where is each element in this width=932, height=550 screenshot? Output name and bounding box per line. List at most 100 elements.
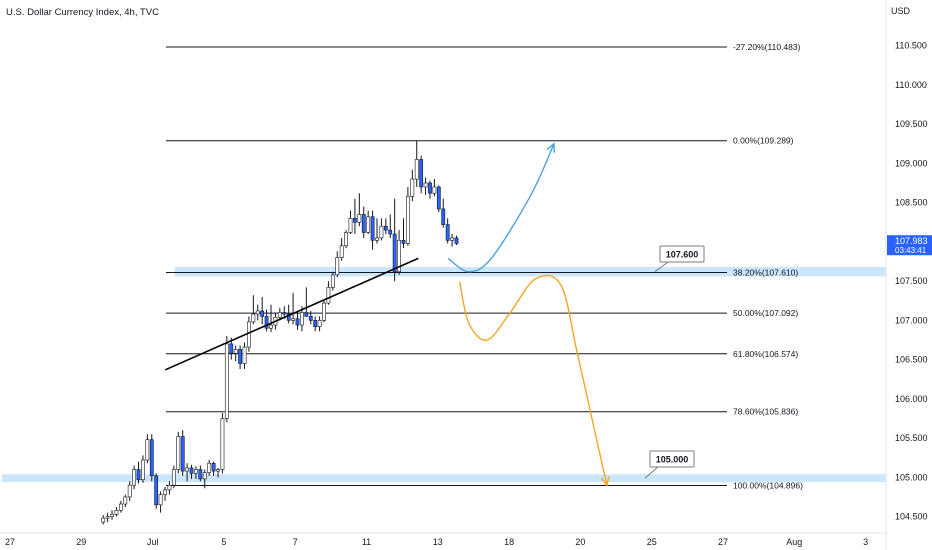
time-tick-label: 11 <box>362 537 371 547</box>
candle-up <box>397 240 401 273</box>
candle-down <box>286 313 291 321</box>
candle-up <box>247 321 251 348</box>
candle-up <box>110 513 114 517</box>
candle-up <box>105 516 110 519</box>
candle-up <box>277 312 282 318</box>
candle-up <box>317 320 322 327</box>
candle-up <box>375 237 379 241</box>
candle-up <box>101 517 106 523</box>
candle-up <box>251 313 256 323</box>
candle-up <box>194 469 198 474</box>
candle-up <box>410 178 415 197</box>
candle-down <box>149 439 154 477</box>
candle-down <box>454 237 459 244</box>
time-tick-label: Jul <box>147 537 159 547</box>
fib-level-label: 100.00%(104.896) <box>733 481 803 491</box>
zone-labels: 107.600 105.000 <box>644 245 705 479</box>
candle-up <box>167 484 172 491</box>
fib-level-label: 61.80%(106.574) <box>733 349 798 359</box>
candle-up <box>366 216 371 233</box>
time-tick-label: 5 <box>221 537 226 547</box>
candle-down <box>211 462 216 472</box>
fibonacci-levels: -27.20%(110.483) 0.00%(109.289) 38.20%(107… <box>166 42 803 491</box>
candle-down <box>392 233 397 273</box>
candle-up <box>255 310 260 315</box>
zone-label-pointer <box>654 261 669 273</box>
candle-up <box>300 312 304 326</box>
candle-up <box>114 510 119 515</box>
fib-level-label: -27.20%(110.483) <box>733 42 801 52</box>
price-tick-label: 106.500 <box>895 355 928 365</box>
candle-down <box>260 310 265 317</box>
candle-up <box>339 245 344 258</box>
price-axis-label: USD <box>891 6 911 16</box>
candle-up <box>432 186 437 194</box>
chart-title: U.S. Dollar Currency Index, 4h, TVC <box>6 7 159 18</box>
candle-up <box>132 469 137 486</box>
price-tick-label: 104.500 <box>895 512 928 522</box>
time-tick-label: 29 <box>76 537 86 547</box>
candle-down <box>308 316 313 321</box>
candle-up <box>335 257 340 276</box>
candle-up <box>423 182 428 188</box>
candle-down <box>401 240 406 244</box>
candle-up <box>224 343 229 419</box>
candle-up <box>406 196 410 244</box>
candle-up <box>242 346 247 364</box>
candle-up <box>127 484 132 498</box>
candle-up <box>163 489 167 495</box>
candle-down <box>353 218 357 223</box>
candle-up <box>185 467 190 472</box>
time-tick-label: 18 <box>504 537 514 547</box>
candle-up <box>216 469 220 472</box>
fib-level-label: 50.00%(107.092) <box>733 308 798 318</box>
zone-label-pointer <box>644 466 659 479</box>
price-tick-label: 109.500 <box>895 119 928 129</box>
zone-label-box <box>659 245 705 263</box>
candle-down <box>282 312 287 315</box>
price-tick-label: 109.000 <box>895 158 928 168</box>
candle-up <box>171 469 176 486</box>
last-price-value: 107.983 <box>895 236 928 246</box>
drawings <box>164 142 610 487</box>
candle-down <box>136 469 141 480</box>
candle-down <box>441 208 446 225</box>
time-tick-label: 3 <box>863 537 868 547</box>
candle-down <box>229 343 234 354</box>
time-tick-label: 27 <box>718 537 728 547</box>
candle-down <box>370 216 375 241</box>
candle-down <box>383 225 388 231</box>
support-zones <box>2 267 886 483</box>
candle-up <box>379 225 384 239</box>
candle-down <box>189 467 194 474</box>
time-tick-label: Aug <box>786 537 802 547</box>
candle-down <box>419 159 424 188</box>
price-tick-label: 110.500 <box>895 41 927 51</box>
scenario-arrowhead-bullish <box>546 142 555 153</box>
support-zone <box>174 267 886 277</box>
candle-up <box>123 496 128 505</box>
candle-up <box>233 349 238 354</box>
scenario-path-bullish <box>447 143 555 273</box>
price-tick-label: 107.500 <box>895 276 928 286</box>
candle-down <box>445 224 450 241</box>
candle-up <box>202 472 207 480</box>
candle-up <box>357 214 362 223</box>
trendline <box>164 257 419 371</box>
candle-up <box>322 302 326 321</box>
candle-down <box>295 318 300 326</box>
fib-level-label: 38.20%(107.610) <box>733 267 798 277</box>
zone-label-box <box>649 450 695 468</box>
price-tick-label: 108.500 <box>895 198 928 208</box>
price-tick-label: 105.000 <box>895 472 928 482</box>
candle-up <box>141 459 145 480</box>
candle-down <box>264 316 269 329</box>
candle-up <box>220 418 225 470</box>
price-tick-label: 110.000 <box>895 80 927 90</box>
candle-up <box>158 494 163 506</box>
time-axis: 27 29 Jul 5 7 11 13 18 20 25 27 Aug 3 <box>5 537 868 547</box>
candle-up <box>450 237 454 241</box>
candle-down <box>180 436 185 472</box>
